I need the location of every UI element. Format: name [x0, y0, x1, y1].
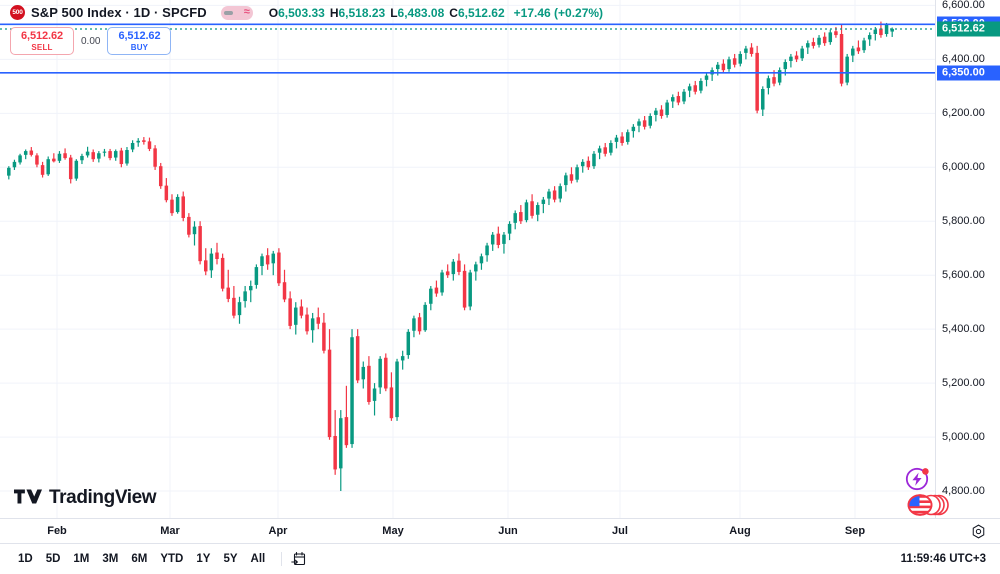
price-label-highlight[interactable]: 6,350.00 [937, 65, 1000, 81]
time-tick: May [382, 525, 404, 537]
buy-price: 6,512.62 [118, 29, 161, 42]
symbol-title[interactable]: S&P 500 Index · 1D · SPCFD [31, 5, 207, 20]
candlestick-svg [0, 0, 935, 518]
buy-label: BUY [130, 42, 149, 52]
time-tick: Apr [268, 525, 288, 537]
buy-button[interactable]: 6,512.62 BUY [107, 27, 172, 55]
bottom-toolbar: 1D 5D 1M 3M 6M YTD 1Y 5Y All 11:59:46 UTC+3 [0, 543, 1000, 574]
trade-buttons: 6,512.62 SELL 0.00 6,512.62 BUY [10, 27, 172, 55]
price-tick: 5,800.00 [942, 215, 985, 228]
time-tick: Sep [844, 525, 866, 537]
toggle-dash-icon [223, 10, 233, 15]
ohlc-low-value: 6,483.08 [397, 5, 445, 20]
us-flags-stack-icon [907, 494, 949, 516]
ohlc-high-label: H [329, 5, 339, 20]
sell-button[interactable]: 6,512.62 SELL [10, 27, 74, 55]
price-tick: 4,800.00 [942, 485, 985, 498]
timeframe-button-all[interactable]: All [250, 553, 266, 565]
tradingview-watermark: TradingView [14, 487, 157, 509]
time-axis[interactable]: Feb Mar Apr May Jun Jul Aug Sep [0, 518, 1000, 544]
tradingview-wordmark: TradingView [49, 487, 157, 508]
timeframe-button-6m[interactable]: 6M [131, 553, 148, 565]
timeframe-button-3m[interactable]: 3M [102, 553, 119, 565]
sp500-badge-icon: 500 [10, 5, 25, 20]
ohlc-open-label: O [268, 5, 279, 20]
price-tick: 6,000.00 [942, 161, 985, 174]
lightning-alert-icon [905, 467, 929, 491]
badges-svg [905, 467, 949, 516]
ohlc-change: +17.46 (+0.27%) [513, 5, 604, 20]
time-tick: Jul [612, 525, 628, 537]
timeframe-button-ytd[interactable]: YTD [160, 553, 184, 565]
price-tick: 5,000.00 [942, 431, 985, 444]
sell-label: SELL [31, 42, 53, 52]
timeframe-button-1y[interactable]: 1Y [196, 553, 211, 565]
sell-price: 6,512.62 [20, 29, 64, 42]
price-tick: 5,400.00 [942, 323, 985, 336]
time-tick: Jun [498, 525, 518, 537]
price-tick: 5,600.00 [942, 269, 985, 282]
chart-pane[interactable] [0, 0, 935, 518]
ohlc-high-value: 6,518.23 [338, 5, 386, 20]
price-tick: 6,400.00 [942, 53, 985, 66]
ohlc-open-value: 6,503.33 [278, 5, 325, 20]
timeframe-button-1d[interactable]: 1D [18, 553, 33, 565]
corner-badges [903, 466, 953, 521]
price-tick: 6,600.00 [942, 0, 985, 12]
tradingview-logo-icon [14, 489, 42, 504]
wave-toggle-icon[interactable]: ≈ [220, 5, 253, 20]
time-tick: Aug [729, 525, 751, 537]
date-range-icon[interactable] [291, 551, 307, 567]
timeframe-button-1m[interactable]: 1M [73, 553, 90, 565]
chart-header: 500 S&P 500 Index · 1D · SPCFD ≈ O6,503.… [0, 0, 1000, 25]
toggle-wave-glyph: ≈ [243, 6, 250, 18]
ohlc-low-label: L [390, 5, 398, 20]
price-axis[interactable]: 6,600.00 6,400.00 6,200.00 6,000.00 5,800.00… [935, 0, 1000, 518]
price-tick: 5,200.00 [942, 377, 985, 390]
time-tick: Mar [160, 525, 180, 537]
time-tick: Feb [47, 525, 67, 537]
candlestick-plot-area[interactable] [0, 0, 935, 518]
toolbar-divider [281, 552, 283, 566]
spread-value: 0.00 [81, 35, 101, 47]
price-tick: 6,200.00 [942, 107, 985, 120]
timeframe-button-5d[interactable]: 5D [45, 553, 61, 565]
clock-readout: 11:59:46 UTC+3 [900, 553, 986, 565]
crosshair-target-icon[interactable] [971, 524, 986, 539]
timeframe-button-5y[interactable]: 5Y [223, 553, 238, 565]
ohlc-close-label: C [449, 5, 458, 20]
ohlc-close-value: 6,512.62 [457, 5, 505, 20]
ohlc-values: O6,503.33 H6,518.23 L6,483.08 C6,512.62 +17.… [269, 6, 603, 20]
price-label-highlight[interactable]: 6,512.62 [937, 21, 1000, 37]
